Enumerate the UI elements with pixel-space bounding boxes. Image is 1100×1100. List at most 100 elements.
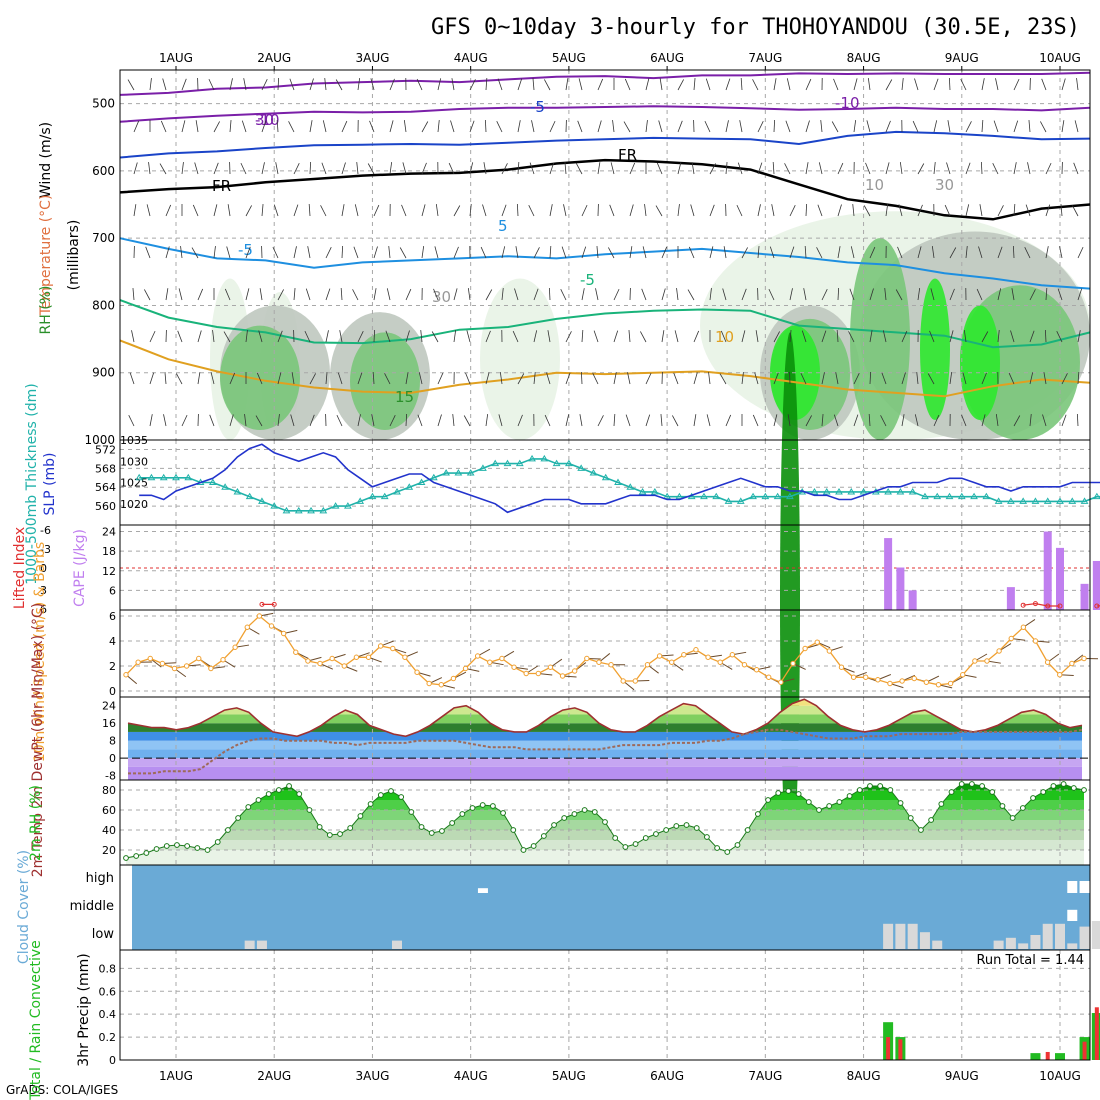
wind-barb: [771, 204, 775, 217]
wind-barb: [210, 372, 215, 385]
wind-barb: [997, 246, 1003, 259]
wind-speed-point: [911, 675, 917, 682]
wind-barb: [517, 78, 523, 91]
thickness-point: [921, 492, 929, 500]
wind-barb: [357, 372, 363, 385]
wind-barb: [690, 204, 695, 217]
wind-barb: [515, 246, 519, 259]
wind-barb: [273, 204, 279, 217]
wind-barb: [581, 204, 588, 217]
thickness-point: [503, 459, 512, 467]
wind-barb: [178, 288, 183, 301]
wind-barb: [949, 247, 957, 259]
rh-point: [765, 797, 771, 803]
wind-barb: [389, 120, 394, 133]
wind-barb: [592, 373, 599, 385]
cloud-low-bar: [895, 923, 906, 949]
wind-speed-point: [753, 667, 760, 673]
wind-barb: [677, 120, 683, 133]
rh-point: [846, 793, 853, 799]
rh-point: [948, 789, 955, 795]
wind-barb: [981, 372, 987, 385]
precip-conv-bar: [1082, 1041, 1087, 1060]
thickness-point: [331, 502, 340, 509]
date-label-top: 9AUG: [945, 51, 979, 65]
wind-barb: [197, 288, 204, 301]
wind-barb: [437, 120, 440, 133]
wind-barb: [885, 120, 891, 133]
cloud-high-bar: [1067, 881, 1078, 893]
wind-barb: [1061, 120, 1065, 133]
wind-barb: [917, 204, 923, 217]
rh-point: [714, 845, 721, 851]
temp-band: [128, 723, 1082, 732]
rh-point: [469, 805, 476, 811]
wind-barb: [754, 372, 759, 385]
wind-barb: [677, 79, 684, 91]
wind-barb: [213, 204, 218, 217]
rh-point: [968, 781, 975, 787]
wind-barb: [821, 289, 828, 301]
wind-speed-point: [802, 645, 808, 652]
wind-barb: [677, 204, 680, 217]
wind-barb: [933, 162, 936, 175]
wind-barb: [993, 120, 999, 133]
wind-barb: [384, 373, 391, 385]
wind-barb: [148, 162, 151, 175]
wind-barb: [485, 372, 490, 385]
isotherm-label: 10: [715, 328, 734, 346]
wind-barb: [768, 288, 775, 301]
wind-barb: [885, 162, 890, 175]
footer-credit: GrADS: COLA/IGES: [6, 1083, 118, 1097]
wind-barb: [981, 414, 986, 427]
wind-barb: [704, 120, 711, 133]
thickness-point: [552, 459, 561, 467]
wind-barb: [463, 415, 471, 427]
wind-barb: [514, 288, 519, 301]
pressure-tick-label: 500: [92, 97, 115, 111]
wind-barb: [816, 247, 823, 259]
wind-barb: [674, 330, 679, 343]
wind-barb: [979, 204, 983, 217]
wind-barb: [1076, 413, 1079, 427]
rh-point: [306, 807, 313, 813]
rh-shading: [220, 325, 300, 430]
thickness-point: [970, 492, 978, 500]
wind-barb: [181, 78, 187, 91]
wind-barb: [885, 79, 893, 91]
wind-barb: [1045, 246, 1049, 259]
thickness-point: [356, 497, 365, 504]
wind-barb: [949, 288, 955, 301]
rh-band: [126, 850, 1084, 865]
rh-point: [530, 843, 537, 849]
wind-barb: [757, 204, 761, 217]
wind-barb: [533, 372, 536, 385]
wind-barb: [752, 414, 759, 427]
wind-barb: [848, 331, 855, 343]
cloud-low-bar: [1091, 921, 1100, 949]
wind-speed-point: [766, 674, 772, 680]
rh-point: [225, 827, 231, 833]
precip-conv-bar: [1094, 1007, 1099, 1060]
isotherm-label: -10: [835, 94, 860, 112]
rh-point: [581, 807, 588, 813]
isotherm-line: [119, 71, 1091, 96]
wind-barb: [352, 289, 359, 301]
wind-barb: [341, 245, 344, 259]
wind-barb: [560, 289, 567, 301]
wind-barb: [1073, 162, 1079, 175]
thickness-point: [442, 469, 450, 476]
wind-barb: [787, 414, 791, 427]
wind-barb: [784, 163, 791, 175]
wind-barb: [693, 414, 697, 427]
wind-barb: [884, 288, 887, 301]
date-label-bottom: 6AUG: [650, 1069, 684, 1083]
date-label-top: 6AUG: [650, 51, 684, 65]
cloud-high-bar: [1079, 881, 1090, 893]
wind-speed-point: [717, 659, 723, 665]
thickness-point: [1056, 497, 1064, 504]
wind-barb: [497, 78, 503, 91]
wind-barb: [482, 204, 487, 217]
wind-barb: [917, 163, 925, 175]
wind-barb: [831, 121, 839, 133]
